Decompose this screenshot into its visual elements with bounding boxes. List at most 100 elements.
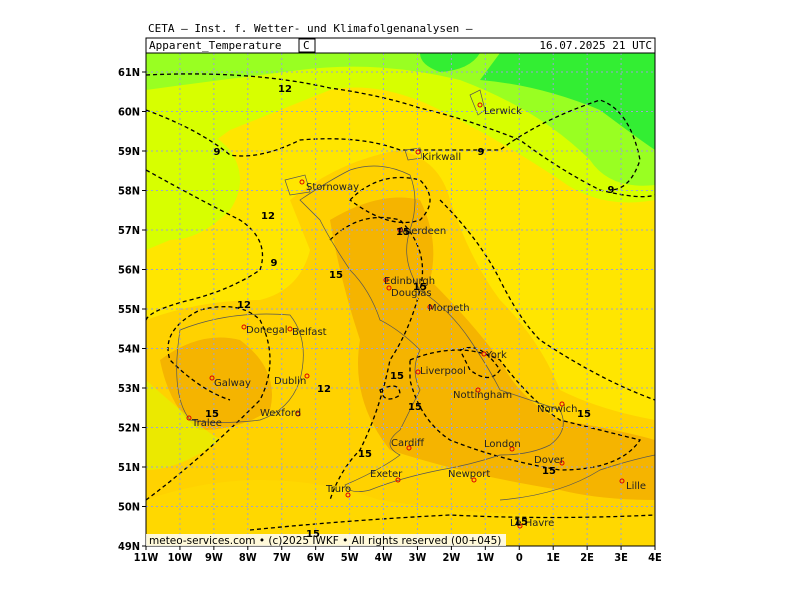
city-marker bbox=[299, 179, 305, 185]
contour-label: 15 bbox=[514, 517, 528, 528]
valid-time: 16.07.2025 21 UTC bbox=[539, 39, 652, 52]
city-marker bbox=[619, 478, 625, 484]
lon-tick-label: 11W bbox=[134, 551, 159, 564]
lat-tick-label: 56N bbox=[118, 264, 140, 277]
lon-tick-label: 5W bbox=[341, 551, 359, 564]
grid bbox=[146, 53, 655, 546]
lat-tick-label: 57N bbox=[118, 224, 140, 237]
contour-label: 15 bbox=[306, 529, 320, 540]
lon-tick-label: 4W bbox=[375, 551, 393, 564]
contour-label: 12 bbox=[261, 211, 275, 222]
contour-label: 12 bbox=[317, 384, 331, 395]
city-marker bbox=[345, 492, 351, 498]
city-label: Belfast bbox=[292, 327, 327, 338]
contour-label: 15 bbox=[205, 409, 219, 420]
lon-tick-label: 2E bbox=[580, 551, 594, 564]
lat-tick-label: 55N bbox=[118, 303, 140, 316]
city-marker bbox=[209, 375, 215, 381]
city-marker bbox=[475, 387, 481, 393]
contour-label: 12 bbox=[237, 300, 251, 311]
footer-bg bbox=[146, 534, 506, 546]
city-marker bbox=[406, 445, 412, 451]
lon-tick-label: 9W bbox=[205, 551, 223, 564]
city-label: Lille bbox=[626, 481, 646, 492]
city-label: Donegal bbox=[246, 325, 288, 336]
lat-tick-label: 59N bbox=[118, 145, 140, 158]
city-label: Lerwick bbox=[484, 106, 522, 117]
city-label: Cardiff bbox=[391, 438, 425, 449]
contour-label: 15 bbox=[358, 449, 372, 460]
city-label: Dover bbox=[534, 455, 565, 466]
contours bbox=[146, 73, 655, 531]
coastlines bbox=[176, 89, 655, 501]
lon-tick-label: 8W bbox=[239, 551, 257, 564]
city-label: Norwich bbox=[537, 404, 578, 415]
field bbox=[146, 53, 655, 546]
city-marker bbox=[415, 149, 421, 155]
city-marker bbox=[477, 102, 483, 108]
footer: meteo-services.com • (c)2025 IWKF • All … bbox=[149, 535, 501, 547]
city-label: Tralee bbox=[191, 418, 222, 429]
city-marker bbox=[509, 446, 515, 452]
city-label: Douglas bbox=[391, 288, 432, 299]
header-title: CETA — Inst. f. Wetter- und Klimafolgena… bbox=[148, 22, 473, 35]
city-label: Exeter bbox=[370, 469, 403, 480]
city-marker bbox=[427, 304, 433, 310]
lon-tick-label: 7W bbox=[273, 551, 291, 564]
contour-label: 9 bbox=[271, 258, 278, 269]
city-marker bbox=[415, 369, 421, 375]
city-label: Stornoway bbox=[306, 182, 359, 193]
city-marker bbox=[304, 373, 310, 379]
lon-tick-label: 3W bbox=[409, 551, 427, 564]
contour-label: 15 bbox=[396, 227, 410, 238]
contour-label: 9 bbox=[214, 147, 221, 158]
lat-tick-label: 53N bbox=[118, 382, 140, 395]
city-marker bbox=[395, 477, 401, 483]
contour-label: 15 bbox=[577, 409, 591, 420]
contour-label: 15 bbox=[408, 402, 422, 413]
contour-label: 12 bbox=[278, 84, 292, 95]
lon-tick-label: 1E bbox=[546, 551, 560, 564]
lon-tick-label: 6W bbox=[307, 551, 325, 564]
contour-label: 15 bbox=[413, 282, 427, 293]
city-marker bbox=[241, 324, 247, 330]
contour-label: 15 bbox=[542, 466, 556, 477]
city-marker bbox=[397, 227, 403, 233]
contour-label: 9 bbox=[608, 185, 615, 196]
city-marker bbox=[186, 415, 192, 421]
city-label: York bbox=[485, 350, 507, 361]
city-label: Morpeth bbox=[428, 303, 470, 314]
city-label: Edinburgh bbox=[384, 276, 435, 287]
city-label: London bbox=[484, 439, 521, 450]
city-label: Nottingham bbox=[453, 390, 512, 401]
city-label: Wexford bbox=[260, 408, 301, 419]
city-label: Dublin bbox=[274, 376, 306, 387]
lat-tick-label: 60N bbox=[118, 106, 140, 119]
contour-label: 15 bbox=[390, 371, 404, 382]
lat-tick-label: 58N bbox=[118, 185, 140, 198]
city-marker bbox=[559, 460, 565, 466]
city-marker bbox=[517, 523, 523, 529]
unit: C bbox=[303, 39, 310, 52]
city-marker bbox=[471, 477, 477, 483]
city-label: Le Havre bbox=[510, 518, 554, 529]
lon-tick-label: 2W bbox=[442, 551, 460, 564]
lon-tick-label: 1W bbox=[476, 551, 494, 564]
variable-name: Apparent_Temperature bbox=[149, 39, 281, 52]
city-marker bbox=[287, 326, 293, 332]
city-label: Aberdeen bbox=[398, 226, 446, 237]
lat-tick-label: 51N bbox=[118, 461, 140, 474]
lat-tick-label: 54N bbox=[118, 343, 140, 356]
lon-tick-label: 0 bbox=[516, 551, 523, 564]
lat-tick-label: 52N bbox=[118, 422, 140, 435]
city-label: Galway bbox=[214, 378, 251, 389]
city-label: Newport bbox=[448, 469, 490, 480]
lon-tick-label: 3E bbox=[614, 551, 628, 564]
city-label: Kirkwall bbox=[422, 152, 461, 163]
city-marker bbox=[559, 401, 565, 407]
city-marker bbox=[481, 351, 487, 357]
lat-tick-label: 61N bbox=[118, 66, 140, 79]
city-marker bbox=[386, 285, 392, 291]
city-marker bbox=[383, 277, 389, 283]
